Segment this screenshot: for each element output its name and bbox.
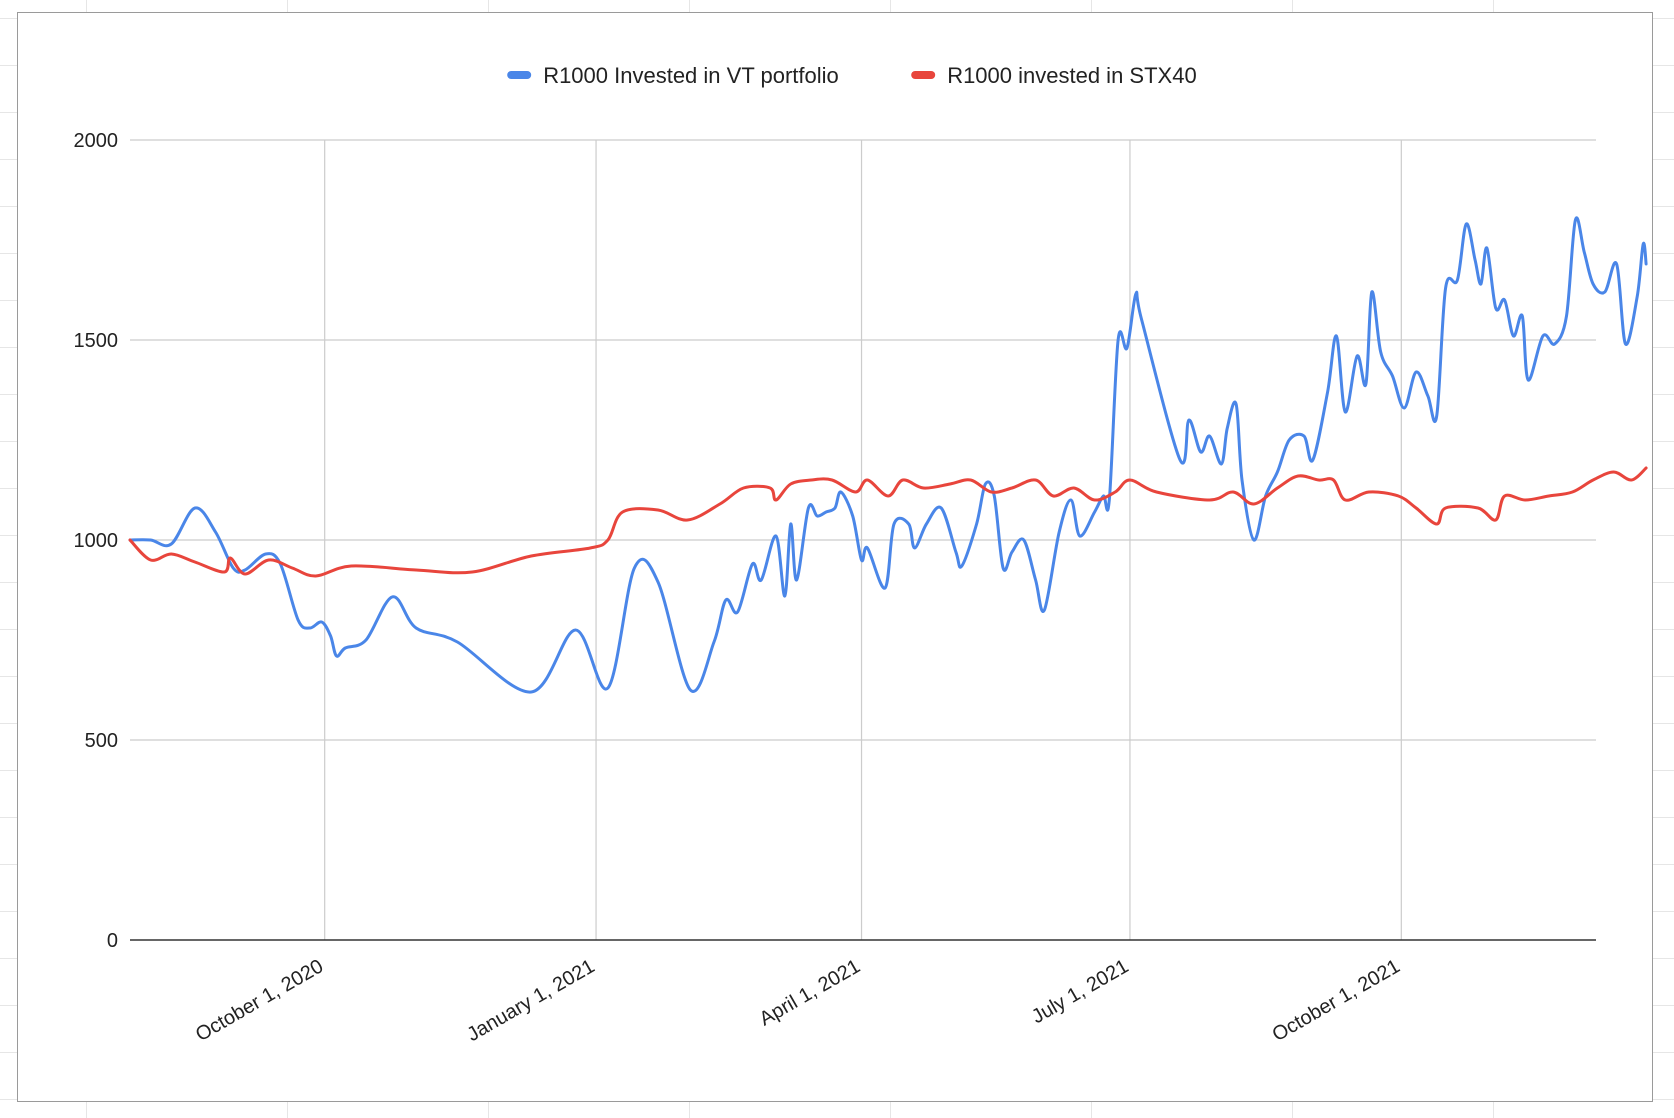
legend-label-stx40: R1000 invested in STX40 <box>947 63 1196 88</box>
y-tick-label: 1000 <box>74 530 119 552</box>
grid-lines <box>130 139 1596 940</box>
y-tick-label: 1500 <box>74 330 119 352</box>
legend: R1000 Invested in VT portfolio R1000 inve… <box>507 63 1197 88</box>
chart-frame: 0 500 1000 1500 2000 October 1, 2020 January 1… <box>17 12 1653 1102</box>
series-line-vt-portfolio <box>128 216 1648 694</box>
line-chart: 0 500 1000 1500 2000 October 1, 2020 January 1… <box>74 63 1648 1046</box>
legend-swatch-stx40 <box>911 71 936 79</box>
x-tick-label: April 1, 2021 <box>756 955 864 1030</box>
y-tick-label: 500 <box>85 730 118 752</box>
x-tick-label: January 1, 2021 <box>463 955 598 1046</box>
x-tick-label: October 1, 2021 <box>1269 955 1404 1046</box>
y-tick-label: 2000 <box>74 130 119 152</box>
x-tick-label: July 1, 2021 <box>1028 955 1132 1028</box>
axes: 0 500 1000 1500 2000 October 1, 2020 January 1… <box>74 130 1596 1046</box>
series-lines <box>128 216 1648 694</box>
x-tick-label: October 1, 2020 <box>192 955 327 1046</box>
legend-label-vt-portfolio: R1000 Invested in VT portfolio <box>543 63 839 88</box>
series-line-stx40 <box>128 466 1648 578</box>
legend-swatch-vt-portfolio <box>507 71 532 79</box>
y-tick-label: 0 <box>107 930 118 952</box>
